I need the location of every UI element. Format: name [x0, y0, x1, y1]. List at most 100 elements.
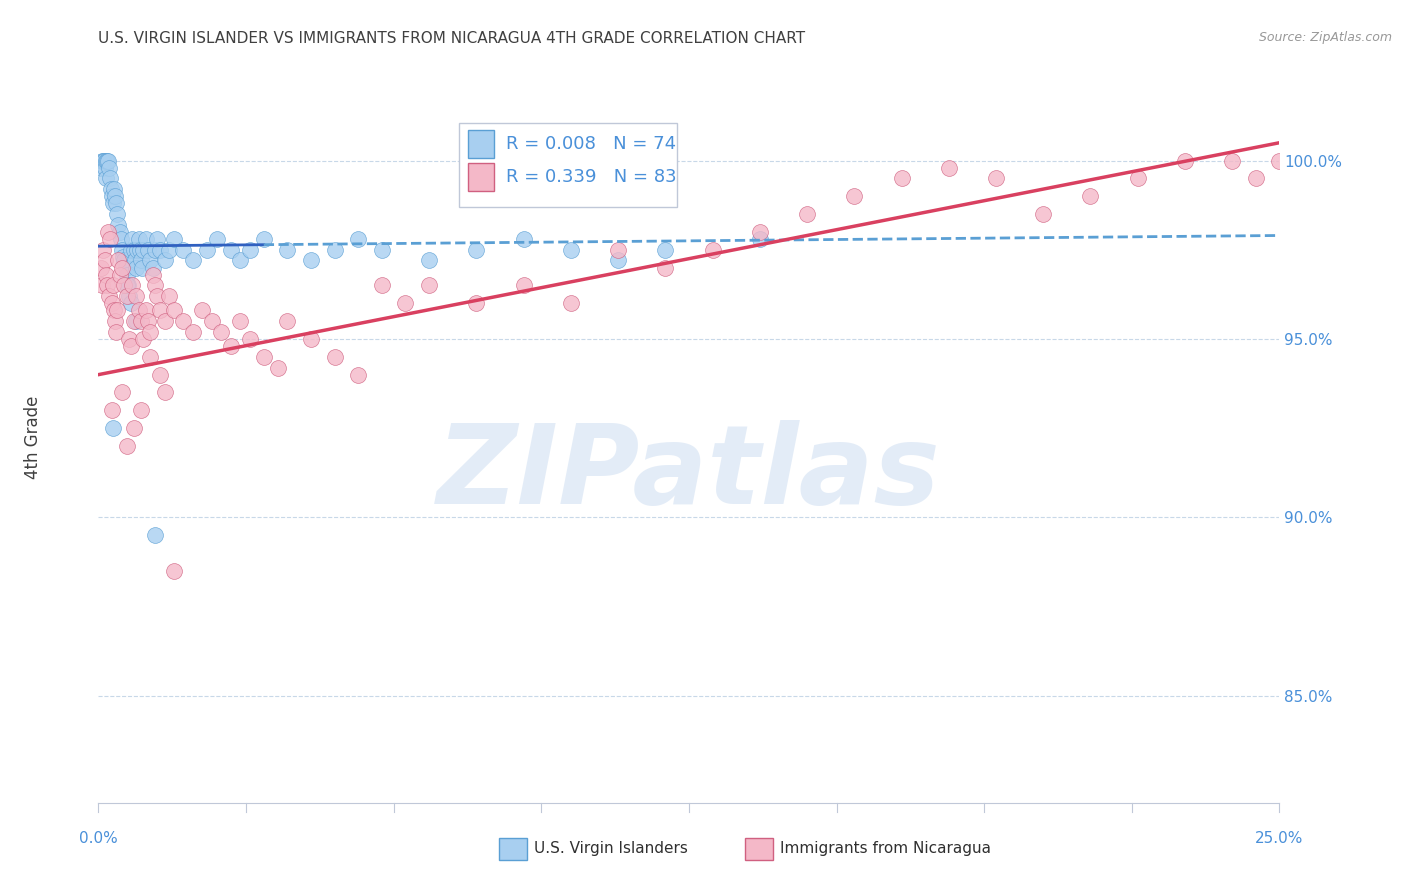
Point [201, 314, 224, 328]
Point [938, 161, 960, 175]
Point [654, 260, 676, 275]
Point [107, 218, 129, 232]
Point [122, 314, 145, 328]
Point [253, 350, 276, 364]
Text: U.S. Virgin Islanders: U.S. Virgin Islanders [534, 841, 688, 856]
Point [136, 314, 159, 328]
Point [191, 303, 214, 318]
Point [219, 243, 242, 257]
Point [146, 232, 169, 246]
Point [135, 303, 157, 318]
Point [101, 421, 124, 435]
Point [100, 182, 122, 196]
Point [163, 303, 186, 318]
Point [127, 243, 149, 257]
Point [93, 253, 115, 268]
Point [132, 243, 155, 257]
Point [101, 278, 124, 293]
Point [371, 278, 394, 293]
Point [139, 350, 162, 364]
Point [1174, 153, 1197, 168]
Text: ZIPatlas: ZIPatlas [437, 420, 941, 527]
Point [110, 232, 132, 246]
Point [128, 303, 150, 318]
Point [1032, 207, 1054, 221]
Point [143, 243, 166, 257]
Point [91, 278, 114, 293]
Point [276, 314, 298, 328]
Text: Source: ZipAtlas.com: Source: ZipAtlas.com [1258, 31, 1392, 45]
Point [98, 232, 121, 246]
Point [94, 153, 117, 168]
Point [796, 207, 818, 221]
Point [115, 268, 138, 282]
Point [142, 260, 165, 275]
Point [607, 253, 630, 268]
FancyBboxPatch shape [458, 122, 678, 207]
Point [115, 289, 138, 303]
Point [104, 189, 127, 203]
Point [104, 314, 127, 328]
Point [100, 403, 122, 417]
Point [146, 289, 169, 303]
Point [111, 260, 134, 275]
Point [157, 243, 180, 257]
Point [299, 332, 322, 346]
Point [299, 253, 322, 268]
Point [347, 368, 370, 382]
Point [91, 153, 114, 168]
Text: R = 0.339   N = 83: R = 0.339 N = 83 [506, 168, 676, 186]
Point [121, 278, 143, 293]
Point [111, 243, 134, 257]
Point [1126, 171, 1149, 186]
Point [111, 385, 134, 400]
Point [117, 278, 139, 293]
Point [394, 296, 416, 310]
Point [143, 528, 166, 542]
Point [172, 243, 194, 257]
Point [844, 189, 866, 203]
Point [984, 171, 1007, 186]
Point [142, 268, 165, 282]
Point [143, 278, 166, 293]
Point [97, 225, 120, 239]
Text: 0.0%: 0.0% [79, 831, 118, 847]
Point [107, 253, 129, 268]
Point [276, 243, 298, 257]
Point [465, 243, 488, 257]
Point [512, 278, 534, 293]
Point [118, 332, 141, 346]
Point [112, 278, 135, 293]
Point [118, 289, 141, 303]
Point [111, 250, 134, 264]
Point [465, 296, 488, 310]
Point [128, 232, 150, 246]
Point [129, 403, 152, 417]
Point [121, 243, 143, 257]
Point [149, 243, 172, 257]
Point [105, 303, 128, 318]
Point [114, 260, 136, 275]
Point [607, 243, 630, 257]
Point [108, 225, 131, 239]
Point [1244, 171, 1267, 186]
Point [139, 253, 162, 268]
Point [1080, 189, 1102, 203]
Point [108, 268, 131, 282]
Point [124, 253, 146, 268]
Point [122, 421, 145, 435]
Text: 4th Grade: 4th Grade [24, 395, 42, 479]
Point [125, 260, 148, 275]
Point [129, 314, 152, 328]
Point [122, 243, 145, 257]
Point [163, 232, 186, 246]
Point [702, 243, 724, 257]
Point [91, 243, 114, 257]
Point [131, 260, 153, 275]
Point [97, 153, 120, 168]
Point [149, 368, 172, 382]
Point [181, 325, 204, 339]
Point [172, 314, 194, 328]
Point [153, 314, 176, 328]
Point [98, 171, 121, 186]
